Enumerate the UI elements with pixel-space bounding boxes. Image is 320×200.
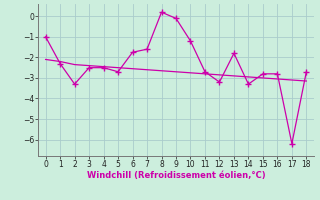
X-axis label: Windchill (Refroidissement éolien,°C): Windchill (Refroidissement éolien,°C) <box>87 171 265 180</box>
